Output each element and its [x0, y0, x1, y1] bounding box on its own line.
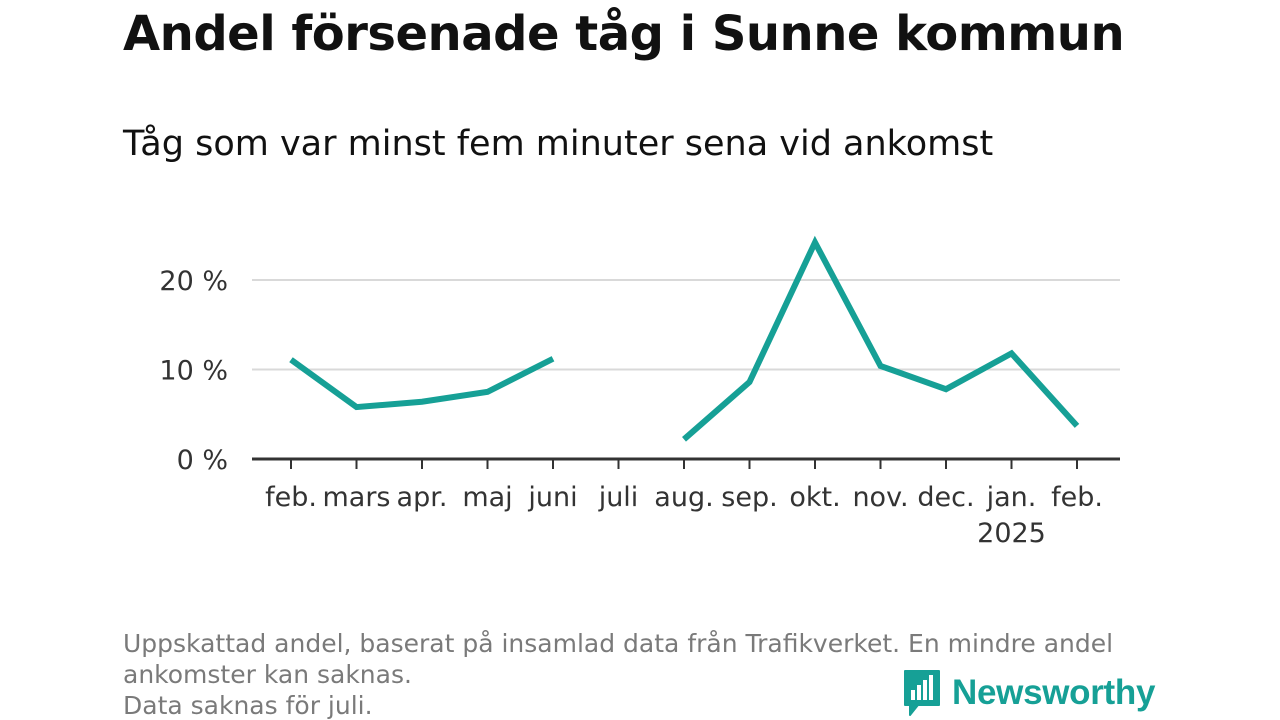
x-tick-label: mars — [322, 482, 390, 513]
x-axis-labels: feb. mars apr. maj juni juli aug. sep. okt. nov. d… — [265, 482, 1103, 549]
y-axis-labels: 0 % 10 % 20 % — [159, 266, 228, 476]
x-tick-label: maj — [462, 482, 512, 513]
bar-chart-speech-bubble-icon — [904, 670, 940, 716]
x-tick-label: nov. — [852, 482, 908, 513]
y-tick-label: 10 % — [159, 356, 228, 387]
x-tick-label: okt. — [789, 482, 840, 513]
x-axis — [252, 457, 1120, 469]
x-tick-label: feb. — [1051, 482, 1103, 513]
footnote-line: Data saknas för juli. — [123, 691, 373, 720]
y-tick-label: 20 % — [159, 266, 228, 297]
x-tick-label: dec. — [917, 482, 974, 513]
series-group — [289, 235, 1080, 442]
brand-name: Newsworthy — [952, 673, 1156, 712]
chart-title: Andel försenade tåg i Sunne kommun — [123, 6, 1125, 62]
x-tick-label: feb. — [265, 482, 317, 513]
x-tick-label: aug. — [654, 482, 713, 513]
x-tick-label: juli — [598, 482, 639, 513]
y-tick-label: 0 % — [177, 445, 228, 476]
x-tick-label: jan. — [986, 482, 1037, 513]
chart-subtitle: Tåg som var minst fem minuter sena vid a… — [123, 124, 994, 164]
line-chart: 0 %10 %20 % feb. mars apr. maj juni juli aug. s… — [159, 235, 1120, 549]
series-line — [682, 235, 1080, 442]
footnote: Uppskattad andel, baserat på insamlad da… — [123, 628, 1163, 720]
footnote-line: ankomster kan saknas. — [123, 660, 412, 689]
x-tick-label: apr. — [397, 482, 448, 513]
gridlines — [252, 279, 1120, 371]
series-line — [289, 356, 555, 411]
x-tick-label: juni — [527, 482, 577, 513]
x-tick-label: sep. — [721, 482, 777, 513]
brand-logo: Newsworthy — [902, 668, 1155, 718]
footnote-line: Uppskattad andel, baserat på insamlad da… — [123, 629, 1114, 658]
x-year-label: 2025 — [977, 518, 1046, 549]
